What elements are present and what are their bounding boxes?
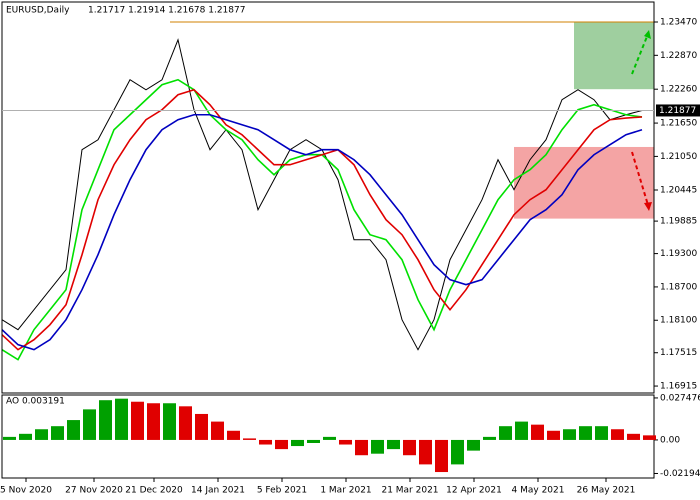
y-tick-label: 0.027476 <box>660 393 700 403</box>
ao-bar <box>35 429 48 440</box>
main-panel <box>1 38 643 361</box>
y-tick-label: 1.22260 <box>660 85 697 95</box>
ao-bar <box>51 426 64 440</box>
last-price-label: 1.21877 <box>659 106 696 116</box>
ao-bar <box>307 439 320 443</box>
ao-bar <box>291 439 304 447</box>
ao-bar <box>227 430 240 440</box>
ao-bar <box>211 421 224 440</box>
zones <box>170 21 654 219</box>
y-tick-label: -0.021944 <box>660 469 700 479</box>
x-tick-label: 12 Apr 2021 <box>446 486 502 496</box>
ao-bar <box>67 420 80 440</box>
zone <box>574 21 654 90</box>
y-tick-label: 1.17515 <box>660 348 697 358</box>
ao-bar <box>547 430 560 440</box>
y-tick-label: 1.18700 <box>660 282 697 292</box>
ao-bar <box>339 439 352 445</box>
ao-bar <box>403 439 416 456</box>
ao-bar <box>643 435 656 440</box>
arrows <box>631 33 649 206</box>
ao-bar <box>499 426 512 440</box>
x-tick-label: 21 Dec 2020 <box>125 486 183 496</box>
y-tick-label: 1.21650 <box>660 119 697 129</box>
ao-bar <box>99 400 112 440</box>
ao-bar <box>83 409 96 440</box>
x-tick-label: 5 Feb 2021 <box>257 486 307 496</box>
y-tick-label: 1.23470 <box>660 17 697 27</box>
series-line <box>1 88 643 351</box>
ao-bar <box>595 426 608 440</box>
series-line <box>1 113 643 351</box>
ao-bar <box>371 439 384 454</box>
ao-bar <box>243 438 256 440</box>
ao-bar <box>435 439 448 473</box>
ao-bar <box>195 413 208 440</box>
y-tick-label: 1.21050 <box>660 152 697 162</box>
ao-bar <box>563 429 576 440</box>
up-arrow <box>631 33 649 75</box>
ao-bar <box>19 433 32 440</box>
ao-title: AO 0.003191 <box>6 397 65 407</box>
ao-bar <box>323 436 336 440</box>
ao-bar <box>275 439 288 450</box>
symbol-title: EURUSD,Daily <box>6 6 70 16</box>
y-tick-label: 1.19885 <box>660 217 697 227</box>
y-tick-label: 1.18100 <box>660 316 697 326</box>
x-tick-label: 27 Nov 2020 <box>65 486 123 496</box>
last-price-box <box>656 104 700 117</box>
ao-bar <box>387 439 400 450</box>
down-arrow <box>631 151 649 206</box>
ao-bar <box>579 426 592 440</box>
y-tick-label: 1.19300 <box>660 249 697 259</box>
y-tick-label: 1.16915 <box>660 382 697 392</box>
zone <box>514 146 654 219</box>
x-tick-label: 1 Mar 2021 <box>320 486 371 496</box>
ao-bar <box>131 401 144 440</box>
y-tick-label: 1.20445 <box>660 186 697 196</box>
ao-bar <box>627 433 640 440</box>
ao-bar <box>163 403 176 440</box>
ao-bar <box>3 436 16 440</box>
ao-bar <box>531 424 544 440</box>
x-tick-label: 5 Nov 2020 <box>0 486 52 496</box>
ao-bar <box>259 439 272 445</box>
up-arrow-head <box>644 30 651 39</box>
x-tick-label: 21 Mar 2021 <box>381 486 438 496</box>
ao-bar <box>467 439 480 451</box>
ao-bar <box>451 439 464 465</box>
main-frame <box>1 1 655 394</box>
ao-bar <box>355 439 368 456</box>
ao-bar <box>419 439 432 465</box>
x-tick-label: 14 Jan 2021 <box>191 486 245 496</box>
ao-bar <box>179 406 192 440</box>
ao-bar <box>147 403 160 440</box>
y-tick-label: 1.22870 <box>660 51 697 61</box>
x-tick-label: 4 May 2021 <box>512 486 565 496</box>
ao-bar <box>483 436 496 440</box>
ao-bar <box>515 421 528 440</box>
ao-bar <box>611 429 624 440</box>
y-tick-label: 0.00 <box>660 435 680 445</box>
down-arrow-head <box>644 202 652 211</box>
ohlc: 1.21717 1.21914 1.21678 1.21877 <box>88 6 245 16</box>
x-tick-label: 26 May 2021 <box>577 486 636 496</box>
ao-bar <box>115 398 128 440</box>
